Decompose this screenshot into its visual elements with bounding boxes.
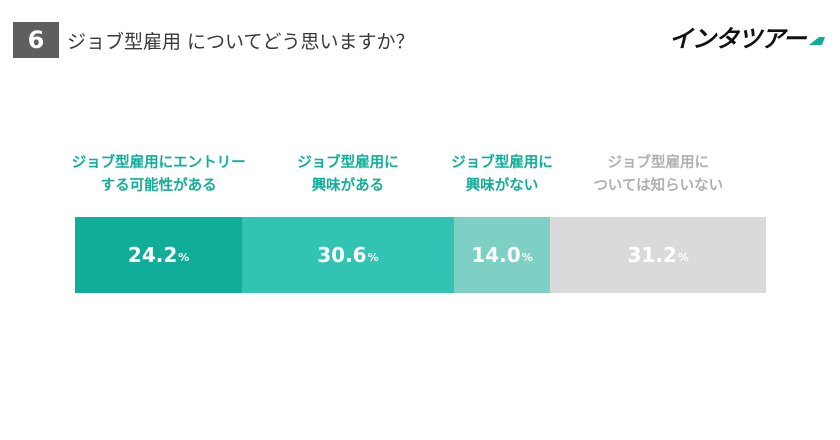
category-label-3-line-1: ジョブ型雇用に bbox=[451, 155, 553, 171]
category-label-4: ジョブ型雇用に ついては知らいない bbox=[593, 152, 723, 198]
question-title: ジョブ型雇用 についてどう思いますか？ bbox=[67, 30, 415, 53]
category-label-2-line-2: 興味がある bbox=[311, 178, 385, 194]
question-number-badge: 6 bbox=[13, 22, 59, 58]
bar-segment-1: 24.2% bbox=[75, 217, 243, 293]
data-label-3: 14.0 bbox=[471, 243, 521, 267]
category-label-4-line-2: ついては知らいない bbox=[593, 178, 724, 194]
percent-unit-2: % bbox=[367, 251, 379, 264]
category-label-1-line-2: する可能性がある bbox=[100, 178, 217, 194]
category-label-2-line-1: ジョブ型雇用に bbox=[297, 155, 399, 171]
percent-unit-4: % bbox=[677, 251, 689, 264]
category-label-4-line-1: ジョブ型雇用に bbox=[607, 155, 709, 171]
brand-logo: インタツアー bbox=[669, 18, 825, 54]
percent-unit-3: % bbox=[521, 251, 533, 264]
category-label-3-line-2: 興味がない bbox=[465, 178, 539, 194]
logo-slash-mark bbox=[809, 37, 825, 45]
bar-segment-4: 31.2% bbox=[550, 217, 766, 293]
category-labels: ジョブ型雇用にエントリー する可能性がある ジョブ型雇用に 興味がある ジョブ型雇用に興… bbox=[72, 152, 766, 202]
data-label-2: 30.6 bbox=[317, 243, 367, 267]
bar-segment-3: 14.0% bbox=[453, 217, 551, 293]
stacked-bar: 24.2% 30.6% 14.0% 31.2% bbox=[75, 217, 766, 293]
category-label-1-line-1: ジョブ型雇用にエントリー bbox=[71, 155, 246, 171]
percent-unit-1: % bbox=[178, 251, 190, 264]
category-label-1: ジョブ型雇用にエントリー する可能性がある bbox=[72, 152, 246, 198]
bar-segment-2: 30.6% bbox=[242, 217, 454, 293]
data-label-1: 24.2 bbox=[127, 243, 178, 267]
category-label-2: ジョブ型雇用に 興味がある bbox=[297, 152, 399, 198]
category-label-3: ジョブ型雇用に 興味がない bbox=[451, 152, 553, 198]
logo-text: インタツアー bbox=[669, 24, 807, 53]
data-label-4: 31.2 bbox=[627, 243, 677, 267]
